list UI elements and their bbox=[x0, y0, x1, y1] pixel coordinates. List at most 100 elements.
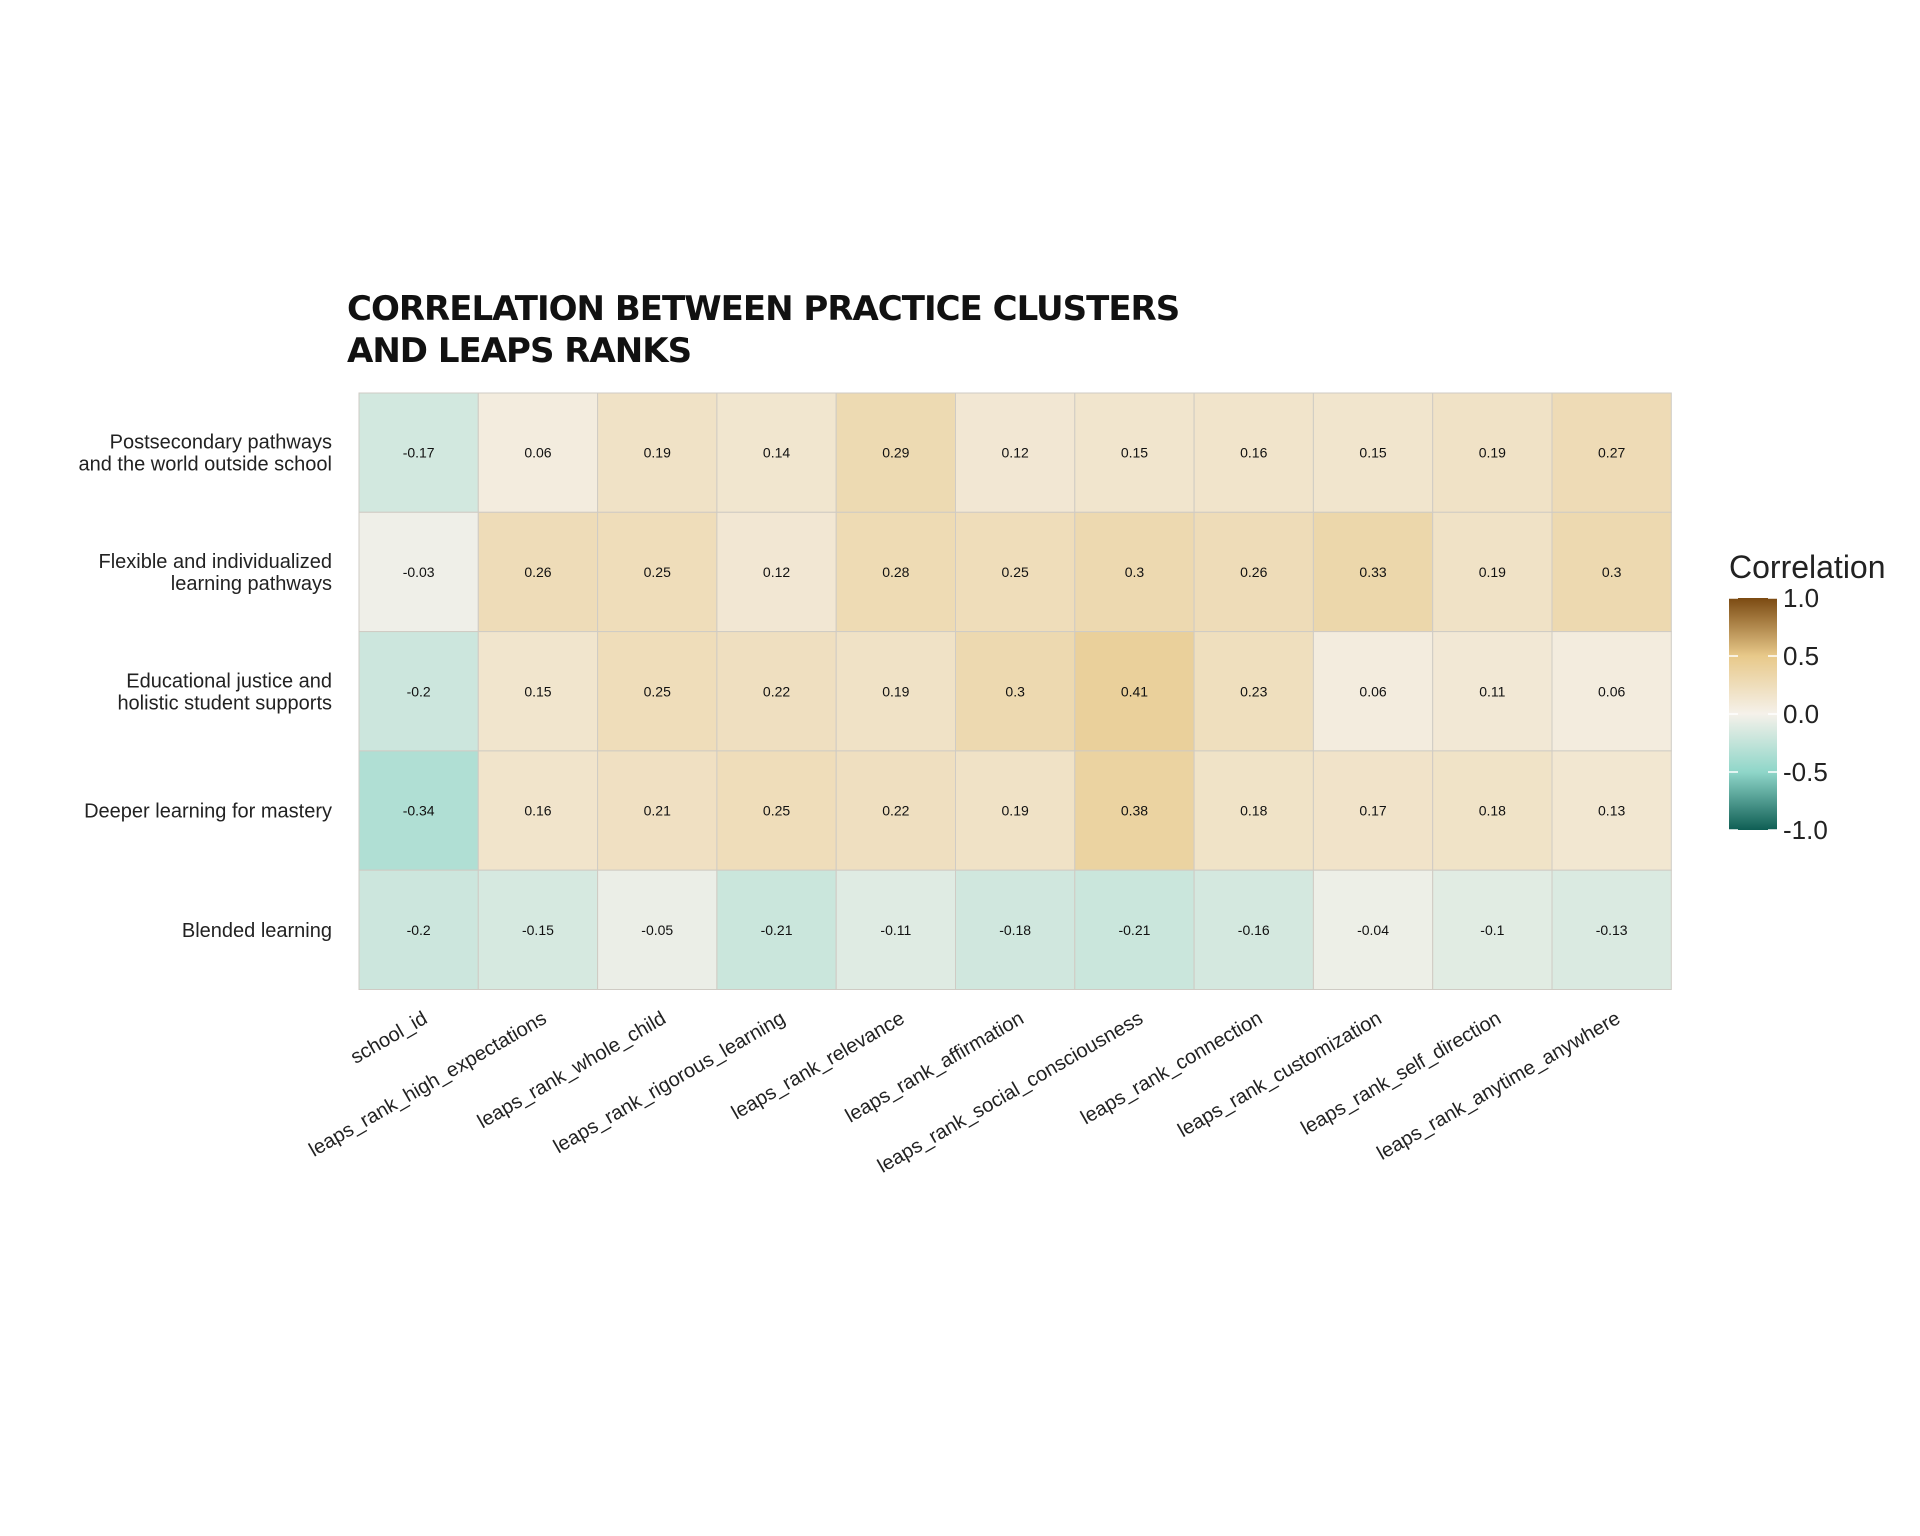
cell-value-label: 0.19 bbox=[1479, 445, 1506, 461]
chart-title-line: AND LEAPS RANKS bbox=[347, 331, 691, 371]
cell-value-label: 0.12 bbox=[1002, 445, 1029, 461]
cell-value-label: 0.06 bbox=[1598, 683, 1625, 699]
cell-value-label: 0.26 bbox=[1240, 564, 1267, 580]
heatmap-cell bbox=[716, 869, 837, 991]
cell-value-label: 0.06 bbox=[1359, 683, 1386, 699]
cell-value-label: 0.16 bbox=[524, 803, 551, 819]
cell-value-label: 0.19 bbox=[1002, 803, 1029, 819]
legend-tick-label: 0.0 bbox=[1783, 699, 1819, 729]
cell-value-label: -0.03 bbox=[403, 564, 435, 580]
cell-value-label: 0.19 bbox=[644, 445, 671, 461]
row-label: Flexible and individualized bbox=[99, 551, 332, 573]
cell-value-label: -0.16 bbox=[1238, 922, 1270, 938]
heatmap-cell bbox=[358, 392, 479, 513]
heatmap-cell bbox=[955, 392, 1076, 513]
cell-value-label: 0.21 bbox=[644, 803, 671, 819]
heatmap-cell bbox=[1312, 750, 1434, 871]
heatmap-cell bbox=[1551, 750, 1672, 871]
cell-value-label: -0.11 bbox=[880, 922, 911, 938]
cell-value-label: 0.22 bbox=[882, 803, 909, 819]
column-label: leaps_rank_customization bbox=[1174, 1007, 1385, 1142]
heatmap-cell bbox=[358, 869, 479, 991]
legend-tick-label: 1.0 bbox=[1783, 583, 1819, 613]
column-label: leaps_rank_anytime_anywhere bbox=[1373, 1007, 1624, 1164]
heatmap-cell bbox=[955, 511, 1076, 633]
heatmap-cell bbox=[1432, 392, 1553, 513]
cell-value-label: 0.25 bbox=[1002, 564, 1029, 580]
row-label: Deeper learning for mastery bbox=[84, 801, 332, 823]
cell-value-label: -0.34 bbox=[403, 803, 435, 819]
cell-value-label: 0.17 bbox=[1359, 803, 1386, 819]
cell-value-label: -0.15 bbox=[522, 922, 554, 938]
heatmap-cell bbox=[597, 631, 718, 752]
cell-value-label: 0.28 bbox=[882, 564, 909, 580]
cell-value-label: -0.21 bbox=[1118, 922, 1150, 938]
cell-value-label: 0.3 bbox=[1005, 683, 1025, 699]
cell-value-label: 0.14 bbox=[763, 445, 790, 461]
heatmap-cell bbox=[1551, 511, 1672, 633]
heatmap-cell bbox=[716, 511, 837, 633]
heatmap-cell bbox=[1074, 631, 1195, 752]
cell-value-label: -0.1 bbox=[1480, 922, 1504, 938]
heatmap-cell bbox=[1074, 869, 1195, 991]
heatmap-cell bbox=[835, 750, 957, 871]
heatmap-cell bbox=[477, 511, 599, 633]
cell-value-label: 0.25 bbox=[644, 683, 671, 699]
heatmap-cell bbox=[955, 869, 1076, 991]
cell-value-label: 0.27 bbox=[1598, 445, 1625, 461]
heatmap-cell bbox=[1551, 869, 1672, 991]
chart-title: CORRELATION BETWEEN PRACTICE CLUSTERSAND… bbox=[347, 289, 1180, 371]
cell-value-label: 0.18 bbox=[1240, 803, 1267, 819]
cell-value-label: 0.18 bbox=[1479, 803, 1506, 819]
cell-value-label: 0.38 bbox=[1121, 803, 1148, 819]
cell-value-label: 0.11 bbox=[1479, 683, 1505, 699]
heatmap-cell bbox=[358, 511, 479, 633]
heatmap-cell bbox=[1312, 631, 1434, 752]
cell-value-label: 0.13 bbox=[1598, 803, 1625, 819]
heatmap-cell bbox=[1074, 750, 1195, 871]
heatmap-cell bbox=[1551, 392, 1672, 513]
column-label: leaps_rank_rigorous_learning bbox=[550, 1007, 789, 1158]
heatmap-cell bbox=[597, 750, 718, 871]
heatmap-cell bbox=[1312, 869, 1434, 991]
heatmap-cell bbox=[835, 511, 957, 633]
heatmap-cells: -0.17 0.06 0.19 0.14 0.29 0.12 0.15 0.16 0.15 0.1… bbox=[358, 392, 1672, 991]
heatmap-cell bbox=[835, 869, 957, 991]
heatmap-cell bbox=[1312, 511, 1434, 633]
heatmap-cell bbox=[477, 392, 599, 513]
cell-value-label: 0.3 bbox=[1125, 564, 1145, 580]
heatmap-cell bbox=[477, 869, 599, 991]
column-label: leaps_rank_high_expectations bbox=[305, 1007, 550, 1161]
heatmap-cell bbox=[477, 750, 599, 871]
heatmap-cell bbox=[1193, 392, 1314, 513]
row-label: Postsecondary pathways bbox=[110, 432, 332, 454]
cell-value-label: 0.22 bbox=[763, 683, 790, 699]
heatmap-cell bbox=[1551, 631, 1672, 752]
heatmap-cell bbox=[1432, 511, 1553, 633]
cell-value-label: 0.19 bbox=[1479, 564, 1506, 580]
cell-value-label: 0.16 bbox=[1240, 445, 1267, 461]
heatmap-cell bbox=[1074, 511, 1195, 633]
legend-tick-label: -0.5 bbox=[1783, 757, 1828, 787]
heatmap-cell bbox=[597, 869, 718, 991]
heatmap-cell bbox=[955, 631, 1076, 752]
cell-value-label: 0.15 bbox=[1359, 445, 1386, 461]
column-label: leaps_rank_whole_child bbox=[474, 1007, 670, 1133]
row-label: Educational justice and bbox=[126, 670, 332, 692]
heatmap-cell bbox=[835, 392, 957, 513]
cell-value-label: 0.23 bbox=[1240, 683, 1267, 699]
legend-tick-label: -1.0 bbox=[1783, 815, 1828, 845]
cell-value-label: -0.21 bbox=[761, 922, 793, 938]
column-label: leaps_rank_self_direction bbox=[1297, 1007, 1504, 1139]
heatmap-cell bbox=[1432, 750, 1553, 871]
heatmap-cell bbox=[597, 511, 718, 633]
cell-value-label: 0.33 bbox=[1359, 564, 1386, 580]
cell-value-label: 0.25 bbox=[644, 564, 671, 580]
cell-value-label: 0.41 bbox=[1121, 683, 1148, 699]
cell-value-label: 0.29 bbox=[882, 445, 909, 461]
heatmap-cell bbox=[1432, 869, 1553, 991]
column-labels: school_idleaps_rank_high_expectationslea… bbox=[305, 1007, 1624, 1177]
